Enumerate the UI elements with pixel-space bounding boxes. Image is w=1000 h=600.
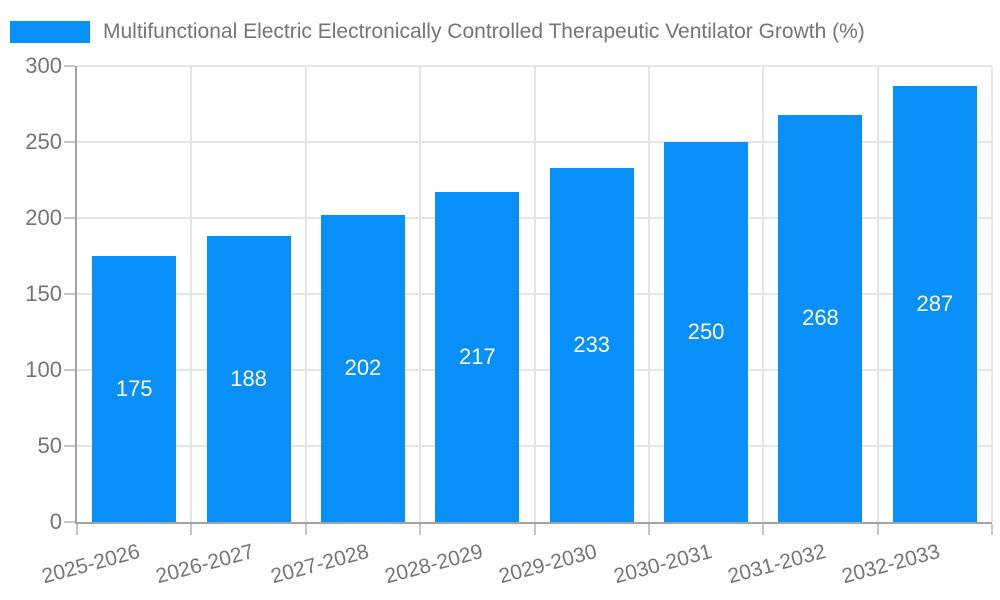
bar-value-label: 233 — [573, 331, 611, 357]
gridline-vertical — [762, 66, 765, 522]
x-axis-tick-label: 2025-2026 — [39, 540, 143, 589]
plot-area: 0 50 100 150 200 250 300 175 2025-2026 188 2026-20… — [25, 53, 993, 588]
bar[interactable] — [92, 256, 177, 522]
gridline-vertical — [304, 66, 307, 522]
bar-value-label: 287 — [916, 290, 954, 316]
bar[interactable] — [892, 85, 977, 522]
gridline-vertical — [533, 66, 536, 522]
x-axis-tick — [190, 524, 193, 535]
y-axis-tick — [64, 369, 75, 371]
legend-label: Multifunctional Electric Electronically … — [103, 20, 865, 43]
y-axis-tick-label: 200 — [25, 205, 62, 230]
x-axis-tick — [76, 524, 78, 535]
gridline-vertical — [876, 66, 879, 522]
y-axis-tick-label: 250 — [25, 129, 62, 154]
gridline-vertical — [190, 66, 193, 522]
bar-value-label: 217 — [458, 344, 496, 370]
bar-value-label: 202 — [344, 355, 382, 381]
x-axis-tick-label: 2030-2031 — [611, 540, 715, 589]
y-axis-tick — [64, 217, 75, 219]
x-axis-tick-label: 2031-2032 — [725, 540, 829, 589]
bar[interactable] — [549, 167, 634, 522]
gridline-vertical — [419, 66, 422, 522]
x-axis-tick-label: 2028-2029 — [382, 540, 486, 589]
y-axis-tick — [64, 521, 75, 523]
bar[interactable] — [320, 214, 405, 522]
bar-value-label: 250 — [687, 319, 725, 344]
y-axis-tick — [64, 293, 75, 295]
y-axis-tick — [64, 445, 75, 447]
x-axis-tick-label: 2029-2030 — [496, 540, 600, 589]
legend-swatch-icon — [10, 21, 90, 43]
bar-value-label: 188 — [230, 366, 267, 392]
bar[interactable] — [778, 114, 863, 522]
y-axis-tick-label: 300 — [25, 53, 62, 78]
bar-value-label: 175 — [115, 376, 153, 401]
y-axis-tick-label: 150 — [25, 281, 62, 306]
x-axis-tick-label: 2027-2028 — [267, 540, 371, 589]
bar[interactable] — [435, 192, 520, 522]
bar[interactable] — [664, 142, 749, 522]
x-axis-tick-label: 2032-2033 — [839, 540, 943, 589]
x-axis-tick — [991, 524, 993, 535]
y-axis-tick-label: 50 — [37, 433, 62, 458]
x-axis-tick — [876, 524, 879, 535]
gridline-vertical — [647, 66, 650, 522]
gridline-vertical — [991, 66, 993, 522]
x-axis-tick — [304, 524, 307, 535]
y-axis-tick-label: 0 — [49, 509, 62, 534]
x-axis-tick — [647, 524, 650, 535]
x-axis-tick — [419, 524, 422, 535]
x-axis-tick-label: 2026-2027 — [153, 540, 257, 589]
x-axis-tick — [762, 524, 765, 535]
bar-value-label: 268 — [802, 305, 839, 331]
bar[interactable] — [206, 236, 291, 522]
y-axis-tick — [64, 141, 75, 143]
y-axis-tick-label: 100 — [25, 357, 62, 382]
chart-legend[interactable]: Multifunctional Electric Electronically … — [10, 20, 865, 44]
y-axis-tick — [64, 65, 75, 67]
x-axis-tick — [533, 524, 536, 535]
